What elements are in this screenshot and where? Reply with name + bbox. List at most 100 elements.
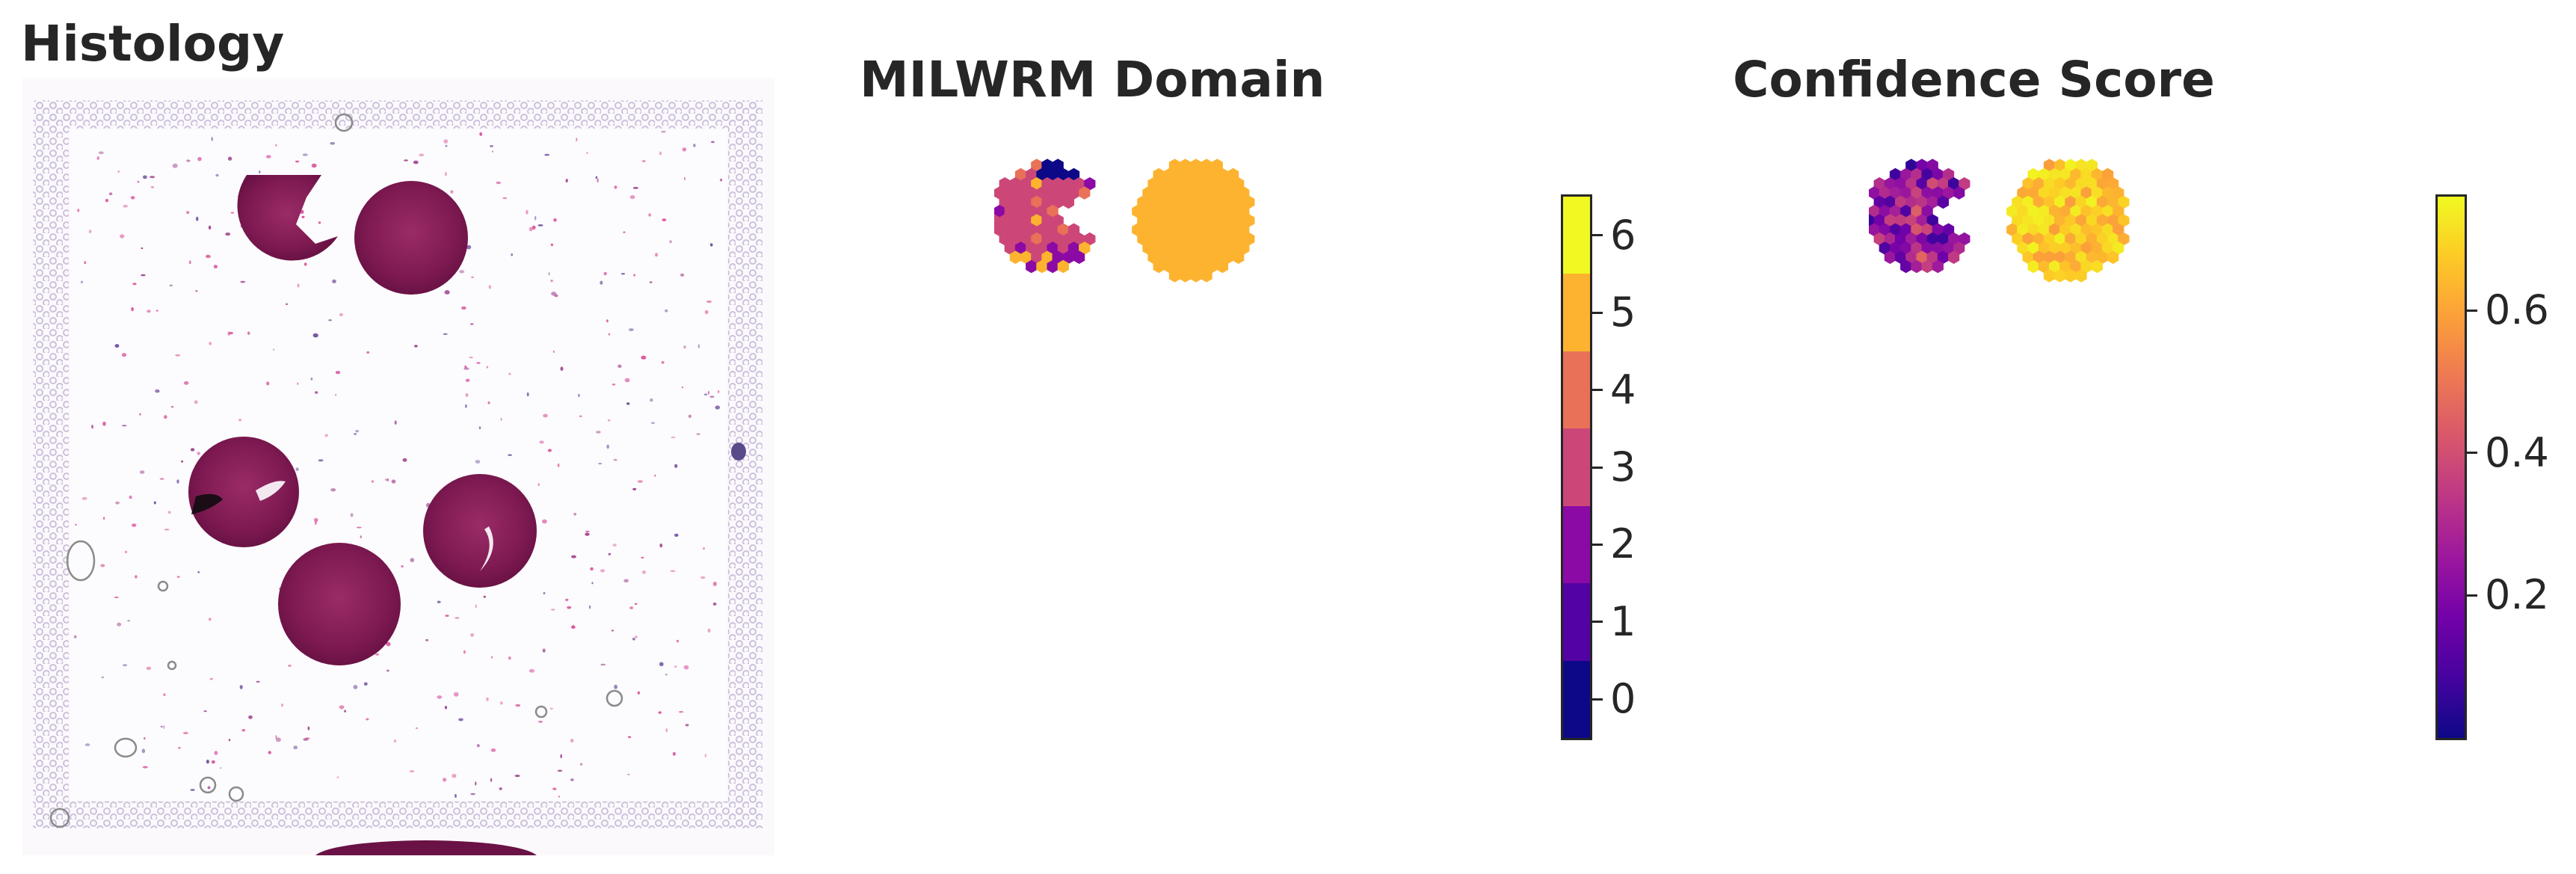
confidence-spot <box>2054 159 2066 172</box>
domain-spot <box>1047 241 1059 255</box>
confidence-spot <box>2065 232 2077 246</box>
confidence-spot <box>2107 250 2119 264</box>
stain-speck <box>195 290 198 292</box>
domain-spot <box>1026 259 1038 274</box>
domain-spot <box>1084 232 1096 246</box>
domain-spot <box>1026 204 1038 218</box>
domain-spot <box>1062 177 1075 191</box>
domain-spot <box>1041 214 1053 227</box>
domain-spot <box>1238 186 1250 200</box>
stain-speck <box>100 564 105 567</box>
confidence-spot <box>2080 241 2092 255</box>
stain-speck <box>409 770 415 772</box>
stain-speck <box>123 664 128 667</box>
stain-speck <box>658 711 662 714</box>
domain-spot <box>1174 241 1186 255</box>
domain-colorbar-tick <box>1592 543 1603 546</box>
domain-spot <box>1004 204 1016 218</box>
confidence-spot <box>2038 223 2050 237</box>
domain-spot <box>1211 214 1223 227</box>
confidence-spot <box>2086 159 2098 172</box>
stain-speck <box>627 736 632 739</box>
confidence-spot <box>2033 195 2045 209</box>
histology-title: Histology <box>21 15 285 73</box>
stain-speck <box>305 737 310 739</box>
confidence-spot <box>1916 214 1928 227</box>
domain-spot <box>1009 177 1022 191</box>
stain-speck <box>75 523 77 526</box>
confidence-colorbar-tick-label: 0.2 <box>2485 571 2549 619</box>
fiducial-frame-top <box>37 100 759 129</box>
histology-svg <box>22 78 774 855</box>
stain-speck <box>712 602 717 606</box>
domain-colorbar-tick-label: 1 <box>1610 597 1636 645</box>
domain-spot <box>1206 241 1218 255</box>
stain-speck <box>386 641 391 647</box>
stain-speck <box>543 592 546 594</box>
confidence-spot <box>2043 250 2056 264</box>
histology-image <box>22 78 774 855</box>
confidence-spot <box>1879 186 1891 200</box>
domain-spot <box>1243 214 1255 227</box>
stain-speck <box>499 787 502 790</box>
stain-speck <box>565 598 569 601</box>
domain-spot <box>1147 214 1159 227</box>
domain-spot <box>1047 167 1059 182</box>
confidence-spot <box>1900 186 1912 200</box>
stain-speck <box>314 517 318 523</box>
domain-spot <box>1190 177 1202 191</box>
stain-speck <box>394 739 396 743</box>
confidence-spot <box>1953 241 1965 255</box>
domain-spot <box>1238 241 1250 255</box>
stain-speck <box>709 243 713 247</box>
stain-speck <box>176 479 179 484</box>
domain-spot <box>1211 177 1223 191</box>
stain-speck <box>500 701 503 705</box>
stain-speck <box>175 354 181 357</box>
domain-spot <box>1031 177 1043 191</box>
stain-speck <box>206 760 209 764</box>
confidence-spot <box>2118 214 2130 227</box>
confidence-spot <box>2038 241 2050 255</box>
stain-speck <box>297 382 299 385</box>
stain-speck <box>354 433 357 435</box>
domain-colorbar-segment <box>1563 505 1590 584</box>
confidence-spot <box>2043 159 2056 172</box>
stain-speck <box>617 364 622 368</box>
confidence-spot <box>2101 167 2114 182</box>
domain-spot <box>1009 214 1022 227</box>
confidence-spot <box>1873 195 1885 209</box>
stain-speck <box>293 745 298 750</box>
confidence-disk-spots <box>2006 159 2130 283</box>
stain-speck <box>603 271 607 276</box>
stain-speck <box>463 367 469 370</box>
confidence-spot <box>1894 195 1907 209</box>
domain-spot <box>1180 232 1192 246</box>
stain-speck <box>141 247 144 250</box>
domain-spot <box>1047 204 1059 218</box>
confidence-spot <box>2012 195 2024 209</box>
stain-speck <box>141 748 146 754</box>
stain-speck <box>186 159 191 162</box>
stain-speck <box>537 224 543 227</box>
stain-speck <box>612 544 617 547</box>
stain-speck <box>685 724 689 727</box>
stain-speck <box>197 452 200 455</box>
domain-colorbar-tick <box>1592 698 1603 701</box>
domain-spot <box>1233 232 1245 246</box>
stain-speck <box>700 576 706 579</box>
confidence-spot <box>2070 186 2082 200</box>
domain-spot <box>1195 167 1207 182</box>
stain-speck <box>350 513 354 517</box>
stain-speck <box>600 663 606 666</box>
stain-speck <box>459 270 465 274</box>
stain-speck <box>508 372 511 375</box>
stain-speck <box>623 579 629 583</box>
domain-spot <box>1227 223 1239 237</box>
stain-speck <box>230 212 235 214</box>
domain-spot <box>1147 195 1159 209</box>
confidence-spot <box>2048 241 2061 255</box>
confidence-spot <box>1905 214 1917 227</box>
stain-speck <box>490 748 496 752</box>
stain-speck <box>585 532 590 536</box>
